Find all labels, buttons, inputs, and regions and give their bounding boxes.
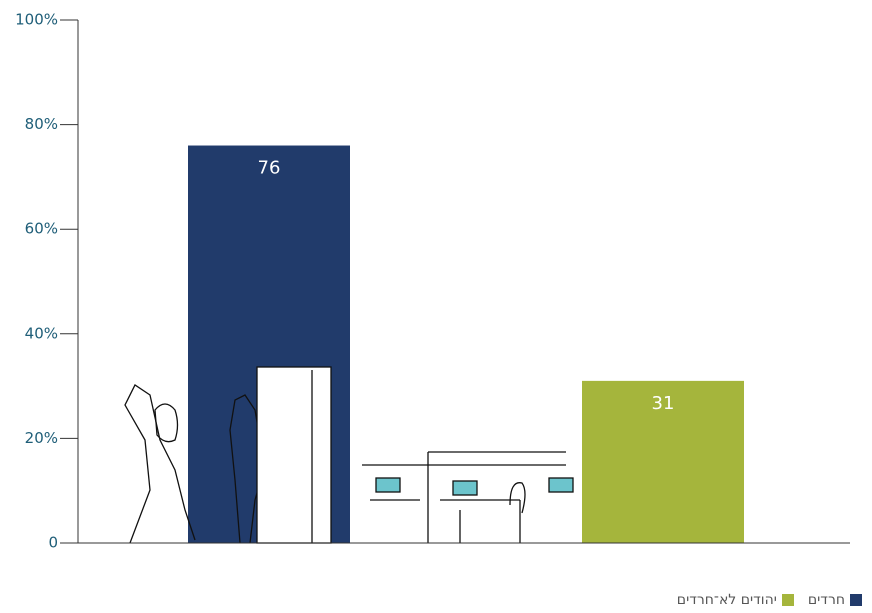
- y-tick-label: 60%: [25, 220, 58, 238]
- legend-item: חרדים: [808, 592, 862, 608]
- y-tick-label: 80%: [25, 115, 58, 133]
- chart: 0 20% 40% 60% 80% 100% 76 31: [15, 11, 850, 552]
- legend-label: חרדים: [807, 592, 845, 608]
- y-tick-label: 100%: [15, 11, 58, 29]
- bar: [582, 380, 744, 543]
- legend-swatch: [850, 594, 862, 606]
- y-tick-label: 40%: [25, 324, 58, 342]
- y-tick-label: 0: [48, 534, 58, 552]
- axes: 0 20% 40% 60% 80% 100% 76 31: [15, 11, 850, 552]
- legend-item: יהודים לא־חרדים: [677, 592, 794, 608]
- value-label: 31: [652, 393, 675, 414]
- value-label: 76: [258, 158, 281, 179]
- illustration: [124, 366, 574, 544]
- legend-label: יהודים לא־חרדים: [676, 592, 777, 608]
- legend-swatch: [781, 594, 794, 606]
- legend: חרדים יהודים לא־חרדים: [677, 592, 862, 608]
- y-tick-label: 20%: [25, 429, 58, 447]
